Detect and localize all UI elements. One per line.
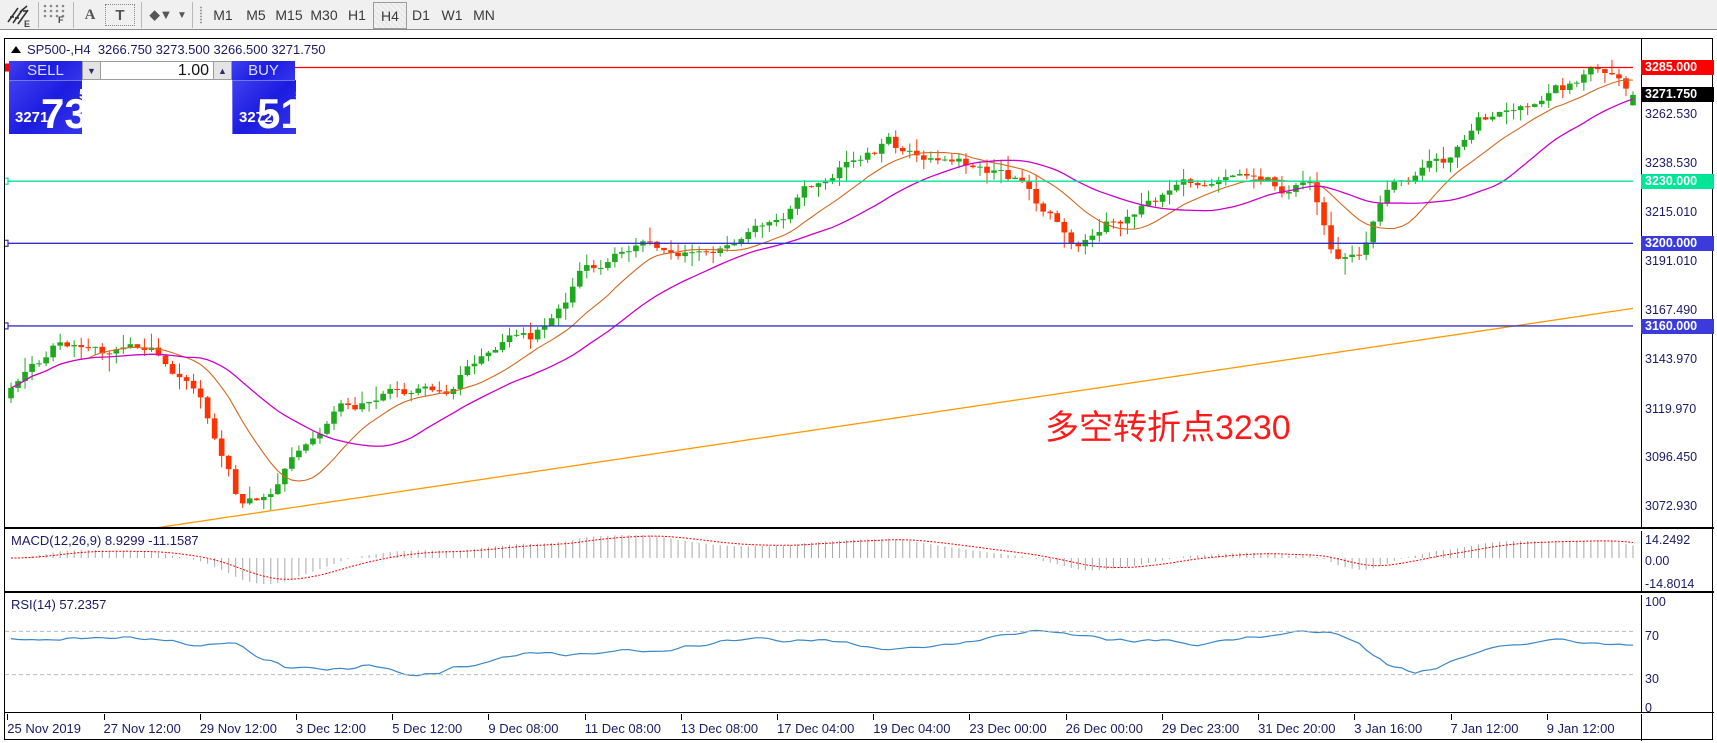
svg-text:F: F: [58, 15, 64, 24]
svg-text:多空转折点3230: 多空转折点3230: [1045, 409, 1291, 447]
svg-text:E: E: [24, 19, 30, 29]
